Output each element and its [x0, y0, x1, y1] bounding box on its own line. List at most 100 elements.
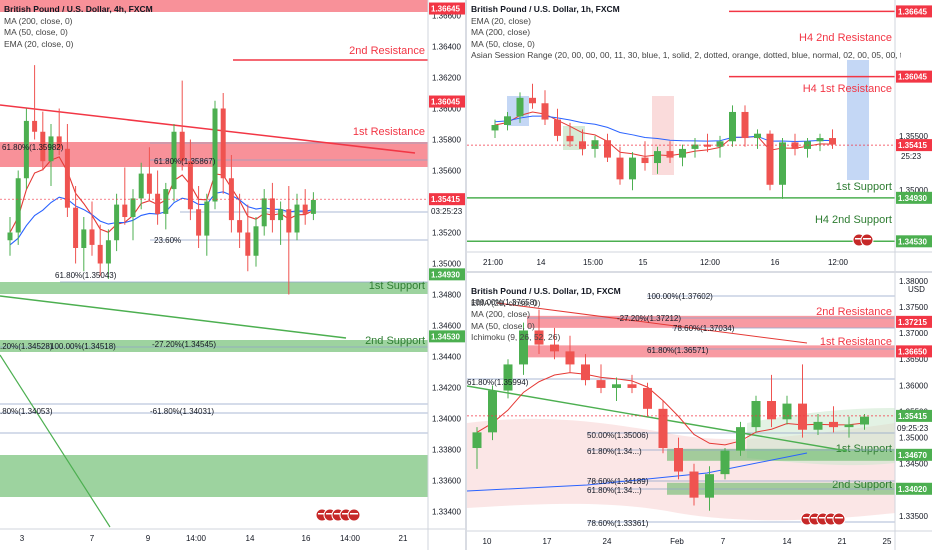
- time-tick-label: 15: [639, 258, 648, 267]
- price-tag-resistance[interactable]: 1.36045: [896, 70, 932, 83]
- price-tick-label: 1.33600: [432, 477, 461, 486]
- horizontal-divider[interactable]: [467, 271, 932, 273]
- h4-title: British Pound / U.S. Dollar, 4h, FXCM: [4, 4, 153, 14]
- fib-label: -27.20%(1.37212): [617, 314, 681, 323]
- zone-label-resistance: H4 2nd Resistance: [799, 32, 892, 44]
- candle-body: [565, 351, 575, 365]
- candle-body: [40, 131, 46, 162]
- h4-study-1: MA (200, close, 0): [4, 15, 73, 26]
- price-tick-label: 1.35000: [899, 186, 928, 195]
- h4-events-flag-stripe: [342, 513, 350, 515]
- price-tag-support-bg: [896, 482, 932, 495]
- time-tick-label: Feb: [670, 537, 684, 546]
- timer-label: 09:25:23: [897, 424, 929, 433]
- price-tag-support[interactable]: 1.34930: [429, 268, 465, 281]
- candle-body: [754, 133, 761, 139]
- zone-label-support: 1st Support: [836, 181, 892, 193]
- h4-events-flag-icon: [347, 508, 361, 522]
- price-tick-label: 1.35800: [432, 136, 461, 145]
- price-tick-label: 1.37500: [899, 303, 928, 312]
- fib-label: 61.80%(1.35043): [55, 271, 117, 280]
- h1-chart-panel[interactable]: H4 2nd Resistance H4 1st Resistance 1st Su…: [467, 0, 932, 271]
- price-tag-resistance[interactable]: 1.36650: [896, 345, 932, 358]
- candle-body: [791, 142, 799, 149]
- d1-study-1: EMA (20, close, 0): [471, 297, 541, 308]
- price-tag-support[interactable]: 1.34020: [896, 482, 932, 495]
- trendline-support-steep: [0, 354, 111, 528]
- d1-chart-panel[interactable]: 2nd Resistance 1st Resistance 1st Support 2…: [467, 273, 932, 550]
- price-tag-resistance-text: 1.36650: [898, 347, 927, 356]
- price-tag-resistance[interactable]: 1.36645: [896, 5, 932, 18]
- candle-body: [654, 151, 661, 164]
- support-zone-band: [0, 340, 428, 352]
- candle-body: [504, 116, 511, 125]
- candle-body: [616, 157, 624, 180]
- candle-body: [704, 144, 711, 147]
- time-tick-label: 15:00: [583, 258, 604, 267]
- zone-label-support: 2nd Support: [832, 479, 892, 491]
- time-tick-label: 25: [883, 537, 892, 546]
- price-tag-support-text: 1.34930: [898, 194, 927, 203]
- candle-body: [15, 178, 21, 233]
- candle-body: [691, 144, 699, 149]
- h4-chart-svg[interactable]: 61.80%(1.35982) 61.80%(1.35867) 23.60% 61.8…: [0, 0, 465, 550]
- candle-body: [844, 424, 854, 428]
- candle-body: [674, 448, 683, 472]
- fib-label: 61.80%(1.35994): [467, 378, 529, 387]
- price-tag-support[interactable]: 1.34530: [896, 235, 932, 248]
- fib-label: 100.00%(1.34518): [50, 342, 116, 351]
- price-tag-support-bg: [896, 448, 932, 461]
- candle-body: [212, 108, 218, 202]
- support-zone-band: [0, 455, 428, 497]
- candle-body: [767, 401, 776, 420]
- zone-label-support: 1st Support: [836, 443, 892, 455]
- price-tag-support[interactable]: 1.34670: [896, 448, 932, 461]
- price-tick-label: 1.35000: [899, 434, 928, 443]
- price-tag-resistance[interactable]: 1.36045: [429, 95, 465, 108]
- time-tick-label: 21: [838, 537, 847, 546]
- fib-label: 61.80%(1.34...): [587, 447, 642, 456]
- price-tag-resistance-text: 1.36045: [898, 73, 927, 82]
- fib-label: 61.80%(1.35867): [154, 157, 216, 166]
- candle-body: [7, 232, 13, 241]
- price-tag-last[interactable]: 1.35415: [896, 139, 932, 152]
- time-tick-label: 16: [771, 258, 780, 267]
- d1-chart-svg[interactable]: 2nd Resistance 1st Resistance 1st Support 2…: [467, 273, 932, 550]
- candle-body: [779, 142, 786, 185]
- price-tick-label: 1.38000: [899, 277, 928, 286]
- vertical-divider[interactable]: [465, 0, 467, 550]
- candle-body: [472, 432, 482, 449]
- h1-legend: British Pound / U.S. Dollar, 1h, FXCM EM…: [471, 4, 901, 62]
- price-tag-support[interactable]: 1.34930: [896, 191, 932, 204]
- trendline-resistance: [0, 104, 416, 154]
- price-tag-resistance[interactable]: 1.37215: [896, 315, 932, 328]
- h4-study-2: MA (50, close, 0): [4, 27, 68, 37]
- price-axis-bg: [895, 0, 932, 271]
- h1-study-3: MA (50, close, 0): [471, 38, 535, 49]
- timer-label: 03:25:23: [431, 207, 463, 216]
- price-tag-resistance-text: 1.36045: [431, 98, 460, 107]
- price-tag-resistance[interactable]: 1.36645: [429, 2, 465, 15]
- timer-label: 25:23: [901, 152, 922, 161]
- price-tag-support-text: 1.34020: [898, 485, 927, 494]
- candle-body: [612, 384, 621, 388]
- price-tag-support-text: 1.34670: [898, 451, 927, 460]
- h4-chart-panel[interactable]: 61.80%(1.35982) 61.80%(1.35867) 23.60% 61.8…: [0, 0, 465, 550]
- candle-body: [48, 136, 54, 162]
- price-tag-resistance-bg: [429, 2, 465, 15]
- h1-chart-svg[interactable]: H4 2nd Resistance H4 1st Resistance 1st Su…: [467, 0, 932, 271]
- candle-body: [237, 220, 243, 233]
- candle-body: [643, 387, 652, 409]
- price-tag-last[interactable]: 1.35415: [429, 193, 465, 206]
- price-tick-label: 1.37000: [899, 329, 928, 338]
- price-tag-last[interactable]: 1.35415: [896, 409, 932, 422]
- candle-body: [751, 401, 761, 428]
- price-tick-label: 1.36200: [432, 74, 461, 83]
- candle-body: [729, 111, 736, 142]
- time-tick-label: 21:00: [483, 258, 504, 267]
- price-tick-label: 1.36000: [899, 381, 928, 390]
- price-tag-support[interactable]: 1.34530: [429, 330, 465, 343]
- fib-label: 23.60%: [154, 236, 181, 245]
- trendline-support: [467, 385, 848, 452]
- candle-body: [666, 151, 674, 158]
